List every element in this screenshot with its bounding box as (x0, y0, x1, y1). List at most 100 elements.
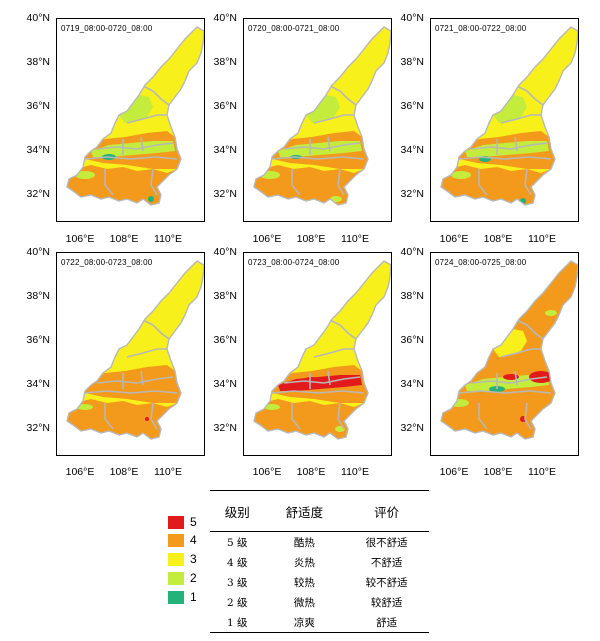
comfort-patch (451, 171, 471, 179)
table-row: 4 级 炎热 不舒适 (210, 552, 429, 572)
lat-label: 40°N (26, 246, 50, 258)
city-boundary (337, 402, 345, 430)
map-panel-6: 0724_08:00-0725_08:00 (430, 252, 579, 456)
lon-label: 110°E (528, 466, 556, 478)
table-row: 2 级 微热 较舒适 (210, 592, 429, 612)
comfort-zones (441, 27, 578, 205)
city-boundary (271, 156, 365, 160)
city-boundary (458, 390, 552, 394)
city-boundary (514, 136, 518, 152)
city-boundary (478, 169, 488, 196)
legend-swatch (168, 516, 184, 529)
city-boundary (126, 348, 167, 358)
lat-label: 34°N (213, 378, 237, 390)
comfort-patch (449, 399, 469, 407)
map-panel-3: 0721_08:00-0722_08:00 (430, 18, 579, 222)
table-cell: 较热 (293, 576, 315, 589)
table-cell: 舒适 (344, 612, 429, 633)
comfort-zones (441, 261, 578, 439)
comfort-patch (545, 310, 557, 316)
comfort-map-1 (66, 26, 204, 206)
city-boundary (140, 84, 170, 106)
lon-label: 108°E (296, 466, 326, 478)
city-boundary (478, 403, 488, 430)
city-boundary (84, 156, 178, 160)
city-boundary (150, 168, 158, 196)
comfort-patch (538, 192, 548, 198)
legend-level: 4 (190, 533, 197, 547)
lat-label: 40°N (213, 12, 237, 24)
lat-label: 36°N (400, 334, 424, 346)
column-header: 级别 (210, 490, 265, 532)
lon-label: 110°E (528, 233, 556, 245)
lon-label: 110°E (154, 466, 182, 478)
table-cell: 5 级 (226, 536, 248, 549)
panel-title: 0724_08:00-0725_08:00 (435, 258, 527, 267)
comfort-patch (75, 171, 95, 179)
city-boundary (514, 370, 518, 386)
map-panel-1: 0719_08:00-0720_08:00 (56, 18, 205, 222)
lat-label: 32°N (213, 422, 237, 434)
comfort-patch (163, 192, 175, 198)
table-cell: 1 级 (210, 612, 265, 633)
lat-label: 32°N (26, 188, 50, 200)
column-header: 舒适度 (264, 490, 345, 532)
lat-label: 40°N (26, 12, 50, 24)
city-boundary (514, 318, 544, 340)
city-boundary (313, 114, 354, 124)
lat-label: 36°N (400, 100, 424, 112)
legend-level: 5 (190, 515, 197, 529)
comfort-zones (254, 261, 391, 439)
city-boundary (283, 376, 361, 384)
lat-label: 36°N (26, 334, 50, 346)
table-cell: 凉爽 (264, 612, 345, 633)
lon-label: 108°E (483, 233, 513, 245)
comfort-zones (67, 27, 204, 205)
legend-swatch (168, 534, 184, 547)
lon-label: 108°E (296, 233, 326, 245)
table-cell: 4 级 (226, 556, 248, 569)
table-cell: 炎热 (293, 556, 315, 569)
zone-northwest (306, 329, 340, 357)
lat-label: 38°N (213, 56, 237, 68)
province-outline (440, 26, 578, 206)
city-boundary (126, 114, 167, 124)
lon-label: 110°E (341, 466, 369, 478)
zone-northwest (306, 95, 340, 123)
city-boundary (271, 390, 365, 394)
city-boundary (470, 142, 548, 150)
comfort-map-6 (440, 260, 578, 440)
table-cell: 很不舒适 (365, 536, 408, 549)
city-boundary (337, 168, 345, 196)
lat-label: 32°N (213, 188, 237, 200)
lat-label: 40°N (400, 246, 424, 258)
lat-label: 32°N (400, 422, 424, 434)
lon-label: 108°E (109, 466, 139, 478)
province-outline (66, 260, 204, 440)
city-boundary (500, 348, 541, 358)
lat-label: 40°N (213, 246, 237, 258)
city-boundary (291, 169, 301, 196)
city-boundary (104, 169, 114, 196)
city-boundary (283, 142, 361, 150)
comfort-zones (67, 261, 204, 439)
table-row: 1 级 凉爽 舒适 (210, 612, 429, 633)
panel-title: 0722_08:00-0723_08:00 (61, 258, 153, 267)
province-outline (66, 26, 204, 206)
city-boundary (140, 136, 144, 152)
zone-south (441, 399, 551, 439)
city-boundary (327, 84, 357, 106)
comfort-map-2 (253, 26, 391, 206)
table-cell: 3 级 (226, 576, 248, 589)
map-panel-4: 0722_08:00-0723_08:00 (56, 252, 205, 456)
lat-label: 34°N (400, 144, 424, 156)
table-header-row: 级别 舒适度 评价 (210, 490, 429, 532)
panel-title: 0719_08:00-0720_08:00 (61, 24, 153, 33)
legend-level: 1 (190, 590, 197, 604)
panel-title: 0721_08:00-0722_08:00 (435, 24, 527, 33)
lon-label: 106°E (252, 466, 282, 478)
province-outline (440, 260, 578, 440)
city-boundary (96, 142, 174, 150)
comfort-grade-table: 级别 舒适度 评价 5 级 酷热 很不舒适 4 级 炎热 不舒适 3 级 较热 … (210, 490, 429, 633)
lat-label: 38°N (26, 56, 50, 68)
